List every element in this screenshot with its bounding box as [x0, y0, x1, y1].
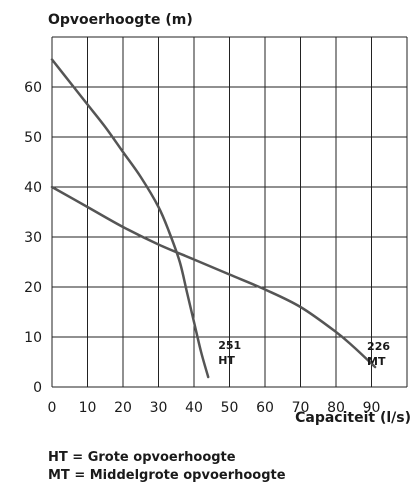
x-tick-label: 40 [185, 400, 203, 416]
x-axis-label: Capaciteit (l/s) [295, 410, 411, 426]
x-tick-label: 30 [150, 400, 168, 416]
series-label: 226 [367, 340, 390, 353]
y-tick-label: 10 [24, 330, 42, 346]
x-tick-label: 10 [79, 400, 97, 416]
y-tick-label: 40 [24, 180, 42, 196]
x-tick-label: 20 [114, 400, 132, 416]
x-tick-label: 50 [221, 400, 239, 416]
y-tick-label: 60 [24, 80, 42, 96]
y-axis-label: Opvoerhoogte (m) [48, 12, 193, 28]
series-label: 251 [218, 339, 241, 352]
series-line-226-mt [50, 185, 377, 369]
y-tick-label: 20 [24, 280, 42, 296]
y-tick-label: 0 [33, 380, 42, 396]
x-tick-label: 0 [48, 400, 57, 416]
chart-grid [51, 36, 408, 388]
series-label: HT [218, 354, 235, 367]
y-tick-label: 50 [24, 130, 42, 146]
x-axis-ticks: 0 10 20 30 40 50 60 70 80 90 [48, 400, 381, 416]
chart-series: 251 HT 226 MT [50, 58, 390, 379]
series-label: MT [367, 355, 386, 368]
legend-note-mt: MT = Middelgrote opvoerhoogte [48, 468, 286, 483]
x-tick-label: 90 [363, 400, 381, 416]
y-tick-label: 30 [24, 230, 42, 246]
legend-note-ht: HT = Grote opvoerhoogte [48, 450, 236, 465]
x-tick-label: 80 [327, 400, 345, 416]
x-tick-label: 70 [292, 400, 310, 416]
y-axis-ticks: 0 10 20 30 40 50 60 [24, 80, 42, 396]
series-line-251-ht [50, 58, 210, 379]
x-tick-label: 60 [256, 400, 274, 416]
